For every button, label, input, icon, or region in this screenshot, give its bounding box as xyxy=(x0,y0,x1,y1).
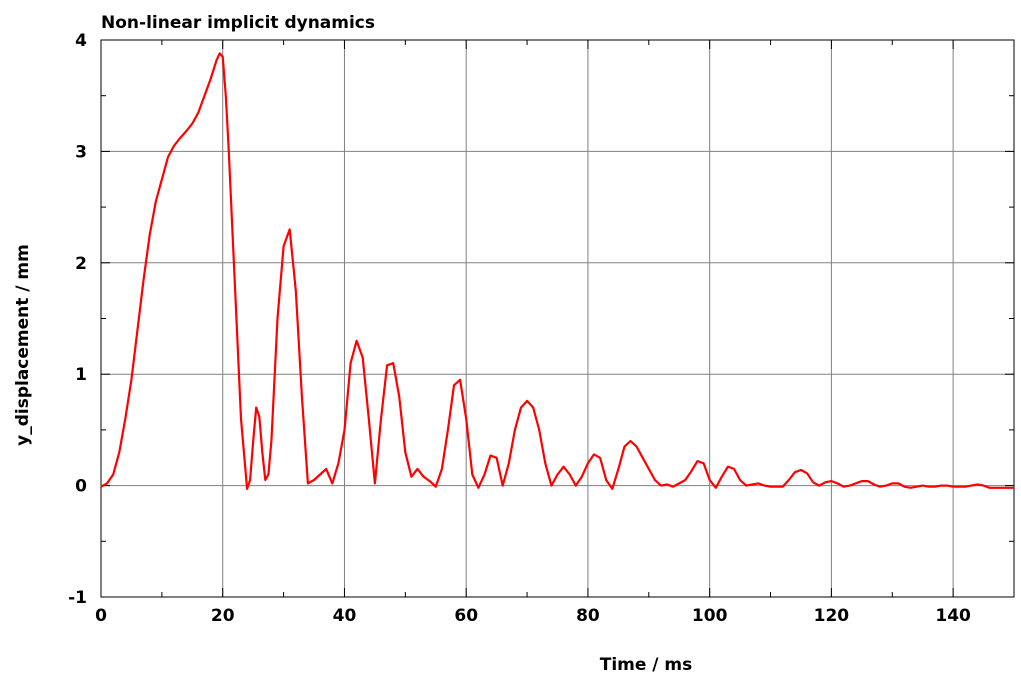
x-tick-label: 80 xyxy=(576,606,600,626)
x-tick-label: 40 xyxy=(333,606,357,626)
y-ticks: -1 0 1 2 3 4 xyxy=(68,31,1014,608)
y-axis-label: y_displacement / mm xyxy=(13,244,33,446)
plot-frame xyxy=(100,39,1015,598)
minor-ticks xyxy=(101,40,1014,597)
x-tick-label: 100 xyxy=(692,606,728,626)
x-tick-label: 20 xyxy=(211,606,235,626)
y-tick-label: 0 xyxy=(75,477,87,497)
x-tick-label: 140 xyxy=(935,606,971,626)
x-tick-label: 0 xyxy=(95,606,107,626)
y-tick-label: 2 xyxy=(75,254,87,274)
x-ticks: 0 20 40 60 80 100 120 140 xyxy=(95,40,971,626)
grid xyxy=(101,40,1014,597)
y-tick-label: 3 xyxy=(75,142,87,162)
y-tick-label: -1 xyxy=(68,588,87,608)
x-tick-label: 120 xyxy=(814,606,850,626)
chart-title: Non-linear implicit dynamics xyxy=(101,13,375,33)
y-tick-label: 1 xyxy=(75,365,87,385)
y-tick-label: 4 xyxy=(75,31,87,51)
series-line xyxy=(100,52,1014,490)
x-tick-label: 60 xyxy=(454,606,478,626)
x-axis-label: Time / ms xyxy=(600,655,693,675)
